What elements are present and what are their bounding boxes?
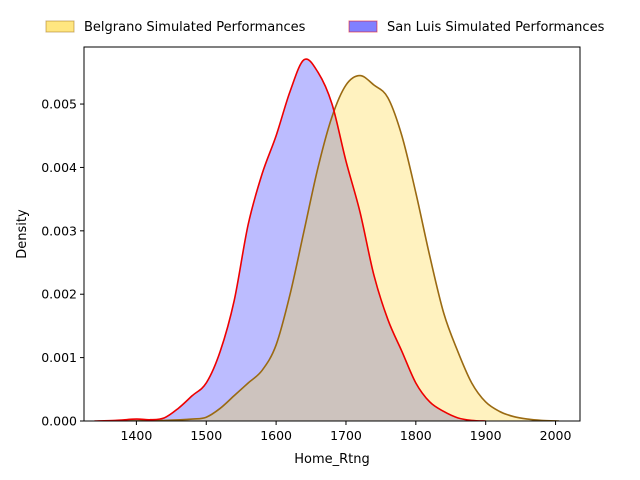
- belgrano-density-line: [122, 74, 560, 421]
- x-axis-title: Home_Rtng: [294, 452, 370, 467]
- plot-area: 1400 1500 1600 1700 1800 1900 2000 0.000 0.001 0.…: [41, 46, 581, 443]
- y-tick-label-3: 0.003: [41, 223, 77, 238]
- legend-swatch-san-luis: [348, 20, 378, 33]
- y-tick-label-0: 0.000: [41, 414, 77, 429]
- legend: Belgrano Simulated Performances San Luis…: [45, 20, 605, 35]
- x-tick-label-1800: 1800: [400, 428, 432, 443]
- x-tick-label-1700: 1700: [330, 428, 362, 443]
- x-tick-label-2000: 2000: [540, 428, 572, 443]
- legend-label-belgrano: Belgrano Simulated Performances: [84, 20, 306, 35]
- y-tick-label-4: 0.004: [41, 160, 77, 175]
- x-tick-label-1900: 1900: [470, 428, 502, 443]
- y-tick-label-5: 0.005: [41, 97, 77, 112]
- x-tick-label-1600: 1600: [260, 428, 292, 443]
- legend-label-san-luis: San Luis Simulated Performances: [387, 20, 605, 35]
- y-tick-label-2: 0.002: [41, 287, 77, 302]
- san-luis-density-line: [94, 58, 486, 421]
- legend-swatch-belgrano: [45, 20, 75, 33]
- x-tick-label-1400: 1400: [120, 428, 152, 443]
- y-tick-label-1: 0.001: [41, 350, 77, 365]
- x-tick-label-1500: 1500: [190, 428, 222, 443]
- plot-frame: [83, 46, 581, 422]
- y-axis-title: Density: [15, 209, 30, 259]
